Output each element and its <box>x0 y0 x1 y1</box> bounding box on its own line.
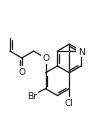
Text: O: O <box>42 54 49 63</box>
Text: Br: Br <box>27 91 37 100</box>
Text: O: O <box>18 68 25 77</box>
Text: Cl: Cl <box>65 98 74 107</box>
Text: N: N <box>78 47 85 56</box>
